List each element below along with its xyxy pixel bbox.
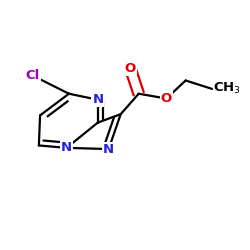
Text: Cl: Cl [26, 69, 40, 82]
Text: N: N [103, 142, 114, 156]
Text: O: O [161, 92, 172, 105]
Text: CH$_3$: CH$_3$ [213, 81, 241, 96]
Text: O: O [125, 62, 136, 75]
Text: N: N [61, 141, 72, 154]
Text: N: N [92, 93, 104, 106]
